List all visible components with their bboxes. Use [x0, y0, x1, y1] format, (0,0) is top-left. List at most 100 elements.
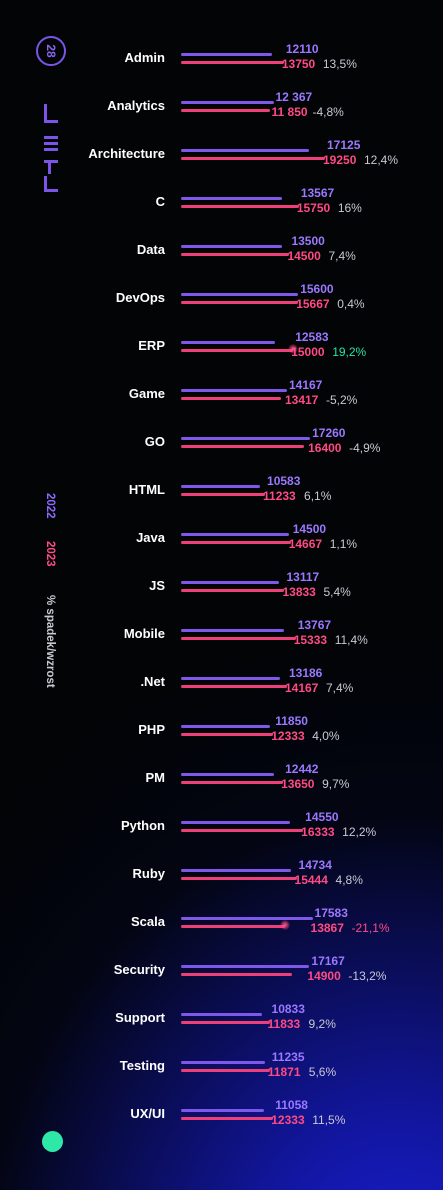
value-label-2023: 15750 [296, 201, 331, 215]
change-label: 6,1% [304, 489, 332, 503]
category-label: HTML [128, 482, 165, 497]
value-label-2022: 11235 [271, 1050, 305, 1064]
bar-2022 [181, 1013, 263, 1016]
category-label: Testing [119, 1058, 165, 1073]
bar-2022 [181, 533, 290, 536]
value-label-2023: 13750 [281, 57, 316, 71]
value-label-2022: 13117 [286, 570, 320, 584]
value-label-2023: 13867 [310, 921, 344, 935]
category-label: PHP [138, 722, 165, 737]
bar-2023 [181, 349, 294, 352]
bar-end-glow [288, 344, 299, 354]
value-label-2022: 12442 [285, 762, 319, 776]
value-label-2023: 19250 [323, 153, 357, 167]
value-label-2022: 12583 [295, 330, 329, 344]
category-label: Mobile [123, 626, 165, 641]
bar-2022 [181, 197, 283, 200]
category-label: .Net [140, 674, 165, 689]
bar-2023 [181, 301, 299, 304]
bar-2022 [181, 485, 261, 488]
value-label-2023: 15000 [291, 345, 325, 359]
value-label-2023: 12333 [271, 729, 305, 743]
value-label-2023: 14167 [284, 681, 319, 695]
change-label: 7,4% [325, 681, 354, 695]
change-label: 5,6% [308, 1065, 337, 1079]
value-label-2022: 12 367 [275, 90, 313, 104]
change-label: 7,4% [328, 249, 356, 263]
bar-2022 [181, 821, 290, 824]
value-label-2023: 15444 [294, 873, 328, 887]
bar-2022 [181, 389, 287, 392]
bar-2022 [181, 341, 276, 344]
category-label: C [155, 194, 165, 209]
value-label-2022: 14550 [305, 810, 339, 824]
bar-2022 [181, 773, 275, 776]
bar-2022 [181, 149, 310, 152]
value-label-2023: 14667 [288, 537, 323, 551]
bar-2023 [181, 493, 266, 496]
category-label: Java [136, 530, 165, 545]
decorative-dot [42, 1131, 63, 1152]
category-label: Security [113, 962, 165, 977]
bar-2022 [181, 725, 270, 728]
value-label-2023: 11233 [263, 489, 296, 503]
value-label-2022: 17583 [314, 906, 348, 920]
category-label: Game [128, 386, 165, 401]
category-label: Architecture [88, 146, 165, 161]
bar-2023 [181, 829, 304, 832]
page-number: 28 [44, 44, 58, 58]
bar-2023 [181, 445, 304, 448]
value-label-2022: 14167 [288, 378, 323, 392]
bar-2023 [181, 397, 282, 400]
bar-2023 [181, 589, 285, 592]
value-label-2023: 14900 [307, 969, 341, 983]
value-label-2022: 13767 [297, 618, 332, 632]
category-label: GO [144, 434, 165, 449]
change-label: 4,8% [335, 873, 363, 887]
category-label: JS [149, 578, 165, 593]
bar-2022 [181, 869, 292, 872]
bar-2022 [181, 629, 284, 632]
value-label-2022: 15600 [300, 282, 334, 296]
value-label-2023: 16400 [308, 441, 342, 455]
bar-2023 [181, 685, 287, 688]
category-label: ERP [138, 338, 165, 353]
bar-end-glow [279, 920, 290, 930]
bar-2023 [181, 733, 274, 736]
change-label: 5,4% [323, 585, 351, 599]
bar-2022 [181, 1061, 266, 1064]
change-label: 13,5% [322, 57, 357, 71]
change-label: 16% [337, 201, 362, 215]
bar-2022 [181, 1109, 264, 1112]
bar-2023 [181, 877, 297, 880]
bar-2023 [181, 637, 296, 640]
value-label-2022: 17260 [312, 426, 346, 440]
value-label-2022: 10583 [267, 474, 301, 488]
value-label-2023: 15667 [296, 297, 330, 311]
change-label: -4,9% [349, 441, 381, 455]
change-label: -5,2% [325, 393, 358, 407]
category-label: Support [115, 1010, 165, 1025]
category-label: Ruby [132, 866, 166, 881]
change-label: -21,1% [351, 921, 390, 935]
bar-2022 [181, 917, 313, 920]
value-label-2023: 12333 [271, 1113, 305, 1127]
page-number-badge: 28 [36, 36, 66, 66]
bar-2023 [181, 1021, 270, 1024]
value-label-2022: 11850 [275, 714, 308, 728]
bar-2023 [181, 1117, 274, 1120]
bar-2022 [181, 293, 298, 296]
bar-2023 [181, 109, 270, 112]
change-label: 0,4% [337, 297, 365, 311]
bar-2023 [181, 157, 325, 160]
category-label: Scala [131, 914, 165, 929]
change-label: 1,1% [329, 537, 358, 551]
value-label-2023: 14500 [287, 249, 321, 263]
bar-2022 [181, 677, 280, 680]
category-label: PM [145, 770, 166, 785]
change-label: 9,7% [322, 777, 350, 791]
value-label-2023: 13650 [281, 777, 315, 791]
bar-2022 [181, 437, 311, 440]
value-label-2022: 13567 [300, 186, 335, 200]
